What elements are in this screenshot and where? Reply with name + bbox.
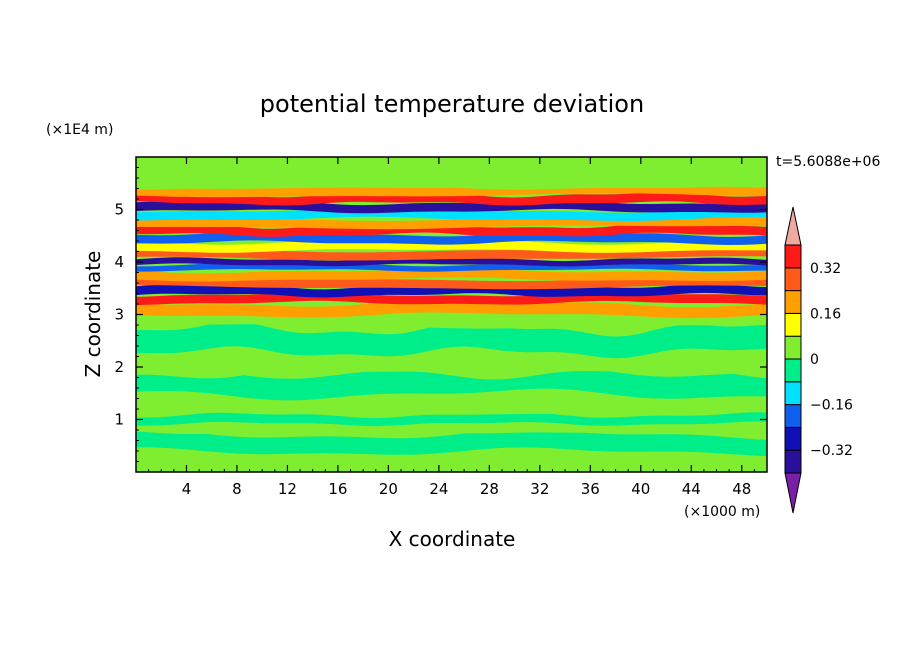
colorbar-tick-label: 0.32 (810, 261, 841, 277)
x-tick-label: 28 (480, 480, 499, 498)
y-tick-label: 3 (114, 306, 124, 324)
colorbar-segment (784, 404, 802, 428)
y-tick-label: 1 (114, 411, 124, 429)
y-axis: 1 2 3 4 5 (114, 167, 767, 462)
field-band (136, 321, 767, 359)
colorbar-tick-label: 0 (810, 352, 819, 368)
x-tick-label: 40 (631, 480, 650, 498)
y-tick-label: 2 (114, 358, 124, 376)
field-band (136, 428, 767, 457)
colorbar-segment (784, 449, 802, 474)
x-tick-label: 36 (581, 480, 600, 498)
colorbar-segment (784, 267, 802, 292)
colorbar-segment (784, 244, 802, 269)
heatmap-field (136, 157, 767, 472)
field-band (136, 412, 767, 427)
field-band (136, 268, 767, 282)
colorbar-tick-label: −0.16 (810, 398, 853, 414)
colorbar-segment (784, 381, 802, 406)
field-band (136, 192, 767, 206)
x-axis: 4 8 12 16 20 24 28 32 36 40 44 48 (148, 157, 755, 498)
colorbar-tick-label: 0.16 (810, 306, 841, 322)
field-band (136, 300, 767, 319)
x-tick-label: 44 (682, 480, 701, 498)
field-band (136, 240, 767, 253)
colorbar-segment (784, 335, 802, 360)
colorbar-segment (784, 312, 802, 337)
colorbar-extend-min (784, 472, 802, 514)
y-axis-label: Z coordinate (81, 251, 105, 378)
colorbar-segment (784, 290, 802, 314)
field-band (136, 207, 767, 221)
x-tick-label: 20 (379, 480, 398, 498)
chart-title: potential temperature deviation (260, 90, 644, 118)
y-tick-label: 4 (114, 253, 124, 271)
field-band (136, 257, 767, 267)
x-axis-label: X coordinate (389, 527, 516, 551)
x-tick-label: 12 (278, 480, 297, 498)
x-tick-label: 4 (182, 480, 192, 498)
colorbar: 0.32 0.16 0 −0.16 −0.32 (784, 206, 853, 514)
y-unit-label: (×1E4 m) (46, 122, 113, 138)
field-band (136, 176, 767, 190)
field-band (136, 158, 767, 177)
colorbar-tick-label: −0.32 (810, 443, 853, 459)
colorbar-segment (784, 358, 802, 383)
y-tick-label: 5 (114, 201, 124, 219)
colorbar-extend-max (784, 206, 802, 246)
colorbar-segment (784, 426, 802, 451)
field-band (136, 223, 767, 237)
x-tick-label: 16 (328, 480, 347, 498)
time-label: t=5.6088e+06 (776, 154, 880, 170)
x-tick-label: 32 (530, 480, 549, 498)
x-tick-label: 48 (732, 480, 751, 498)
field-band (136, 283, 767, 298)
field-band (136, 364, 767, 401)
x-unit-label: (×1000 m) (684, 504, 760, 520)
x-tick-label: 8 (232, 480, 242, 498)
x-tick-label: 24 (429, 480, 448, 498)
